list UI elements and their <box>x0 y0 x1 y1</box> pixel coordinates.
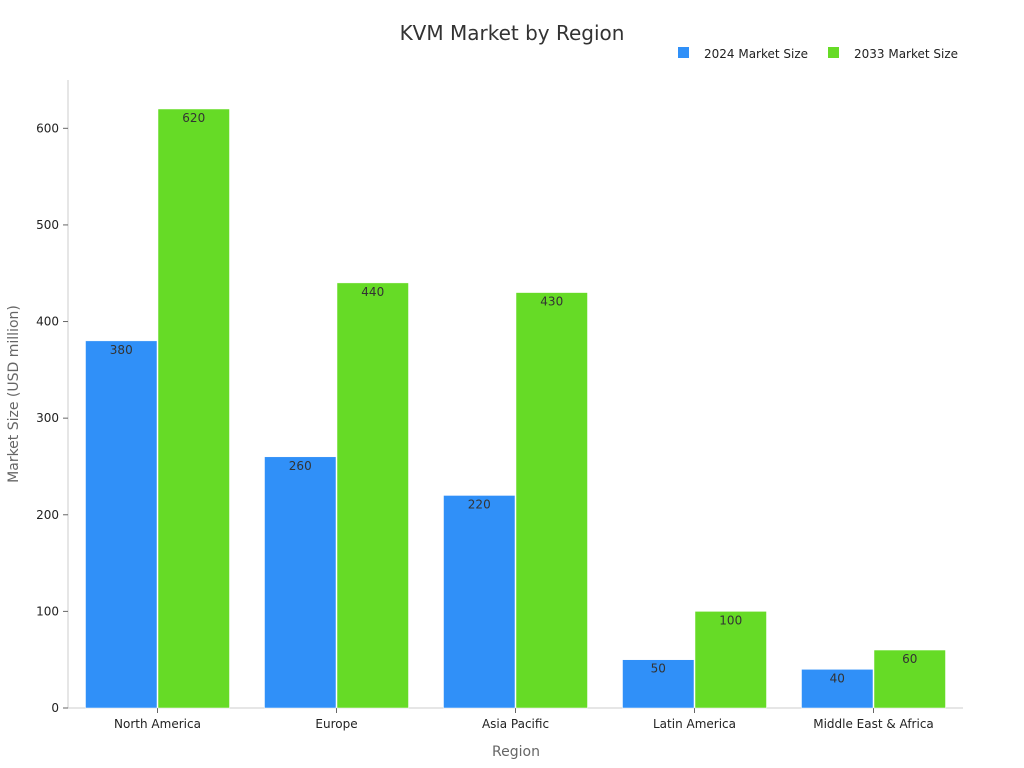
legend-swatch <box>678 47 689 58</box>
data-label: 440 <box>361 285 384 299</box>
y-tick-label: 100 <box>36 604 59 618</box>
bar-2024 <box>264 456 337 709</box>
bar-2033 <box>873 649 946 709</box>
legend-label: 2024 Market Size <box>704 47 808 61</box>
data-label: 220 <box>468 497 491 511</box>
y-axis-title: Market Size (USD million) <box>6 305 22 483</box>
bar-2024 <box>622 659 695 709</box>
bar-2024 <box>85 340 158 709</box>
y-tick-label: 0 <box>51 701 59 715</box>
x-axis-title: Region <box>492 744 540 760</box>
legend-swatch <box>828 47 839 58</box>
y-tick-label: 500 <box>36 218 59 232</box>
x-tick-label: North America <box>114 717 201 731</box>
bar-2024 <box>443 495 516 709</box>
data-label: 620 <box>182 111 205 125</box>
x-axis-ticks: North America Europe Asia Pacific Latin Ame… <box>114 708 934 731</box>
bar-2033 <box>515 292 588 709</box>
bar-2033 <box>336 282 409 709</box>
legend: 2024 Market Size 2033 Market Size <box>678 47 958 61</box>
data-label: 100 <box>719 613 742 627</box>
legend-label: 2033 Market Size <box>854 47 958 61</box>
y-tick-label: 200 <box>36 508 59 522</box>
bar-2033 <box>694 611 767 709</box>
y-tick-label: 300 <box>36 411 59 425</box>
data-label: 430 <box>540 295 563 309</box>
bar-2024 <box>801 669 874 709</box>
data-label: 380 <box>110 343 133 357</box>
y-tick-label: 600 <box>36 121 59 135</box>
data-labels: 380 620 260 440 220 430 50 100 40 60 <box>110 111 918 685</box>
x-tick-label: Europe <box>315 717 357 731</box>
x-tick-label: Latin America <box>653 717 736 731</box>
y-tick-label: 400 <box>36 315 59 329</box>
x-tick-label: Asia Pacific <box>482 717 549 731</box>
data-label: 260 <box>289 459 312 473</box>
bars <box>85 108 946 709</box>
data-label: 60 <box>902 652 917 666</box>
data-label: 50 <box>651 662 666 676</box>
x-tick-label: Middle East & Africa <box>813 717 934 731</box>
chart-title: KVM Market by Region <box>400 21 625 45</box>
data-label: 40 <box>830 671 845 685</box>
y-axis-ticks: 0 100 200 300 400 500 600 <box>36 121 68 715</box>
bar-2033 <box>157 108 230 709</box>
